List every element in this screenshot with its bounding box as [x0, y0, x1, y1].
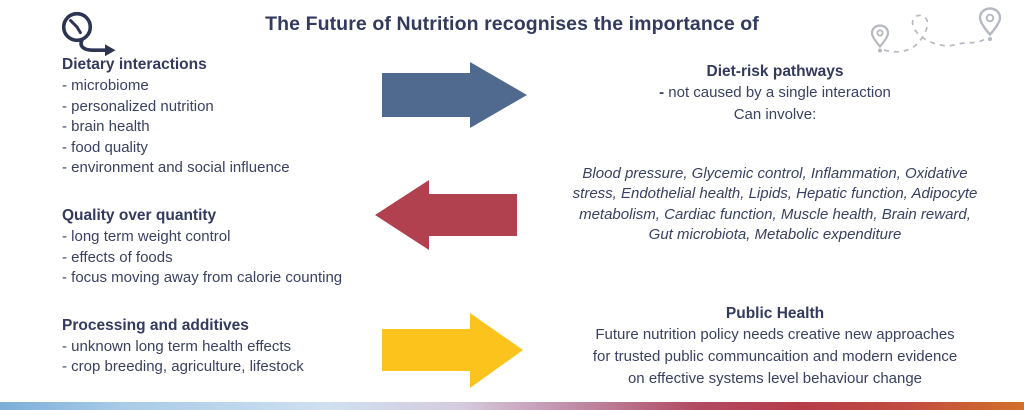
diet-risk-line: - not caused by a single interaction [659, 84, 891, 101]
diet-risk-heading: Diet-risk pathways [706, 63, 844, 80]
journey-route-pins-icon [870, 7, 1002, 53]
list-item: - personalized nutrition [62, 97, 214, 115]
pathways-line: Gut microbiota, Metabolic expenditure [648, 225, 902, 243]
arrow-right-blue-icon [382, 62, 527, 128]
list-item: - brain health [62, 118, 150, 136]
list-item: - microbiome [62, 77, 149, 94]
left-column: Dietary interactions - microbiome - pers… [62, 54, 392, 378]
list-item: - food quality [62, 138, 148, 156]
section-quality-over-quantity: Quality over quantity - long term weight… [62, 205, 392, 289]
list-item: - environment and social influence [62, 159, 290, 177]
list-item: - unknown long term health effects [62, 337, 292, 355]
page-title: The Future of Nutrition recognises the i… [265, 13, 759, 35]
public-health-line: on effective systems level behaviour cha… [627, 369, 923, 387]
diet-risk-block: Diet-risk pathways - not caused by a sin… [535, 61, 1015, 125]
public-health-line: Future nutrition policy needs creative n… [595, 326, 955, 343]
public-health-heading: Public Health [725, 305, 825, 322]
section-heading: Dietary interactions [62, 56, 207, 73]
clock-forward-icon [61, 11, 116, 56]
list-item: - effects of foods [62, 248, 173, 266]
section-heading: Processing and additives [62, 316, 249, 334]
arrow-left-red-icon [375, 180, 517, 250]
public-health-line: for trusted public communcaition and mod… [592, 347, 958, 365]
pathways-line: Blood pressure, Glycemic control, Inflam… [582, 165, 968, 182]
risk-pathways-list: Blood pressure, Glycemic control, Inflam… [535, 164, 1015, 245]
section-processing-and-additives: Processing and additives - unknown long … [62, 315, 392, 378]
list-item: - focus moving away from calorie countin… [62, 269, 343, 287]
footer-gradient-bar [0, 402, 1024, 410]
section-dietary-interactions: Dietary interactions - microbiome - pers… [62, 54, 392, 179]
list-item: - crop breeding, agriculture, lifestock [62, 358, 304, 376]
arrow-right-yellow-icon [382, 313, 523, 388]
pathways-line: metabolism, Cardiac function, Muscle hea… [579, 205, 971, 223]
list-item: - long term weight control [62, 227, 231, 245]
diet-risk-line: Can involve: [733, 105, 817, 123]
pathways-line: stress, Endothelial health, Lipids, Hepa… [572, 185, 978, 203]
public-health-block: Public Health Future nutrition policy ne… [535, 303, 1015, 389]
section-heading: Quality over quantity [62, 206, 217, 224]
